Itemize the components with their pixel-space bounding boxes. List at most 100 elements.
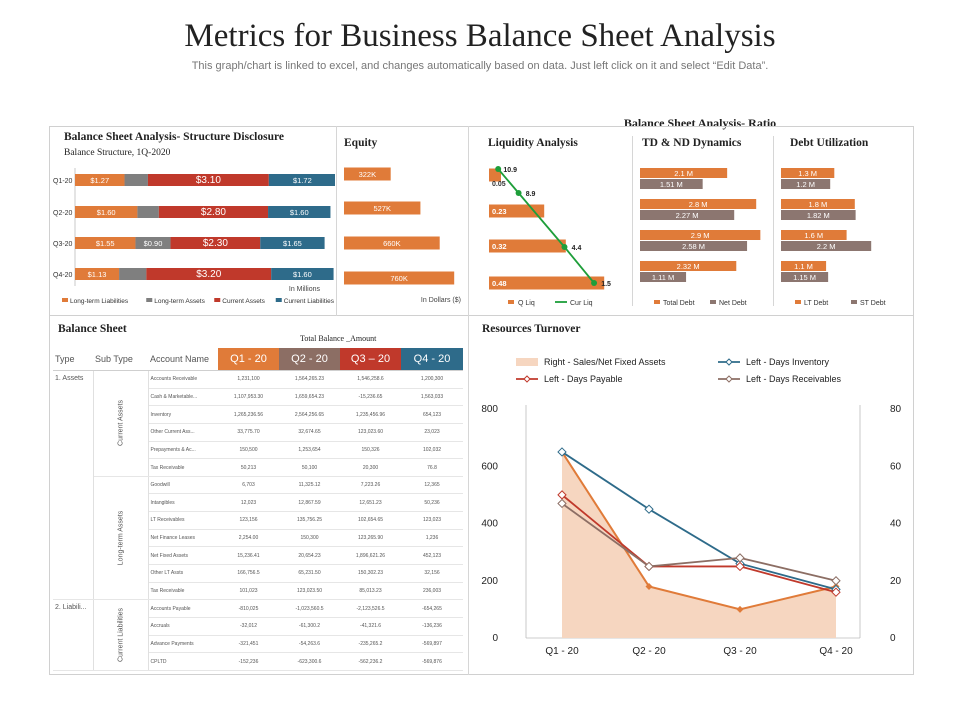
resources-left-tick: 0 — [492, 633, 498, 644]
table-account-cell: Cash & Marketable... — [148, 388, 218, 407]
structure-data-label: $1.60 — [290, 208, 309, 217]
table-account-cell: Accounts Receivable — [148, 370, 218, 389]
table-subtype-label: Long-term Assets — [117, 510, 124, 566]
table-account-cell: Inventory — [148, 405, 218, 424]
table-row: Intangibles 12,023 12,867.59 12,651.23 50,23… — [53, 493, 463, 513]
resources-x-tick: Q4 - 20 — [819, 646, 853, 657]
structure-legend-label: Current Liabilities — [284, 298, 335, 305]
table-value-cell: 1,253,654 — [279, 441, 340, 460]
resources-legend-marker — [725, 375, 733, 383]
debt-util-data-label: 1.15 M — [793, 273, 816, 282]
resources-line-point — [644, 561, 654, 572]
debt-util-bar — [781, 272, 829, 282]
table-account-cell: Other LT Assts — [148, 564, 218, 583]
debt-util-legend-label: ST Debt — [860, 300, 886, 307]
table-value-cell: 123,023 — [401, 511, 463, 530]
structure-bar — [124, 174, 148, 186]
liquidity-line-point — [561, 244, 568, 250]
structure-bar — [268, 174, 335, 186]
debt-util-chart: 1.3 M 1.8 M 1.6 M 1.1 M 1.2 M 1.82 M 2.2 M 1.15… — [781, 168, 886, 307]
liquidity-bar — [489, 239, 566, 253]
td-nd-chart: 2.1 M 2.8 M 2.9 M 2.32 M 1.51 M 2.27 M 2.58 M 1… — [640, 168, 761, 307]
structure-data-label: $1.27 — [90, 176, 109, 185]
debt-util-data-label: 1.82 M — [807, 211, 830, 220]
td-nd-bar — [640, 179, 703, 189]
bottom-panels-frame — [49, 315, 914, 675]
table-account-cell: Tax Receivable — [148, 458, 218, 477]
equity-data-label: 660K — [383, 239, 401, 248]
debt-util-bar — [781, 261, 827, 271]
table-row: 2. Liabili... Current Liabilities Accounts… — [53, 599, 463, 671]
resources-legend-marker — [523, 375, 531, 383]
debt-util-bar — [781, 210, 856, 220]
table-value-cell: 123,023.60 — [340, 423, 401, 442]
divider — [632, 136, 633, 306]
structure-data-label: $0.90 — [144, 239, 163, 248]
resources-legend-label: Left - Days Inventory — [746, 357, 830, 367]
equity-data-label: 322K — [359, 170, 377, 179]
page-subtitle: This graph/chart is linked to excel, and… — [191, 60, 769, 72]
equity-data-label: 760K — [390, 274, 408, 283]
liquidity-line-point — [495, 166, 502, 172]
table-account-cell: Tax Receivable — [148, 582, 218, 601]
balance-sheet-table: Type Sub Type Account Name Q1 - 20 Q2 - 20 Q3… — [53, 348, 463, 671]
structure-legend-swatch — [275, 298, 282, 302]
structure-subtitle: Balance Structure, 1Q-2020 — [64, 148, 171, 158]
td-nd-bar — [640, 261, 737, 271]
table-value-cell: 65,231.50 — [279, 564, 340, 583]
table-account-cell: Prepayments & Ac... — [148, 441, 218, 460]
td-nd-bar — [640, 272, 687, 282]
table-value-cell: 7,223.26 — [340, 476, 401, 495]
structure-data-label: $1.65 — [283, 239, 302, 248]
liquidity-line — [497, 168, 595, 284]
resources-legend-label: Left - Days Receivables — [746, 374, 842, 384]
table-value-cell: 12,023 — [218, 493, 279, 513]
table-row: Prepayments & Ac... 150,500 1,253,654 150,3… — [53, 441, 463, 460]
td-nd-bar — [640, 210, 735, 220]
table-subtype-cell: Current Liabilities — [93, 599, 149, 671]
table-value-cell: 50,236 — [401, 493, 463, 513]
table-value-cell: 76.8 — [401, 458, 463, 477]
liquidity-legend-label: Cur Liq — [570, 300, 593, 307]
liquidity-line-point — [515, 190, 522, 196]
td-nd-bar — [640, 241, 748, 251]
debt-util-data-label: 1.2 M — [796, 180, 815, 189]
table-value-cell: 123,023.50 — [279, 582, 340, 601]
equity-bar — [344, 271, 455, 285]
structure-data-label: $2.30 — [203, 238, 228, 249]
table-row: Cash & Marketable... 1,107,953.30 1,659,65… — [53, 388, 463, 407]
table-value-cell: -321,451 — [218, 635, 279, 654]
resources-area-line — [561, 451, 837, 611]
td-nd-data-label: 2.27 M — [676, 211, 699, 220]
debt-util-data-label: 1.1 M — [794, 262, 813, 271]
debt-util-data-label: 1.8 M — [809, 200, 828, 209]
resources-line-point — [557, 498, 567, 509]
structure-legend-label: Long-term Liabilities — [70, 298, 129, 305]
page-title: Metrics for Business Balance Sheet Analy… — [184, 18, 776, 54]
table-value-cell: 23,023 — [401, 423, 463, 442]
structure-bar — [268, 206, 331, 218]
resources-line-point — [735, 553, 745, 563]
td-nd-legend-swatch — [710, 300, 716, 304]
table-value-cell: 1,546,258.6 — [340, 370, 401, 389]
resources-x-tick: Q3 - 20 — [723, 646, 757, 657]
table-value-cell: 452,123 — [401, 546, 463, 566]
resources-left-tick: 200 — [481, 576, 498, 587]
table-header-cell: Q2 - 20 — [279, 348, 340, 371]
resources-chart: 0 200 400 600 800 0 20 40 60 80 Q1 - 20 Q2 - 20 Q3 -… — [481, 357, 901, 657]
table-type-cell: 1. Assets — [53, 370, 94, 601]
table-row: Net Fixed Assets 15,236.41 20,654.23 1,896,… — [53, 546, 463, 566]
table-value-cell: -569,897 — [401, 635, 463, 654]
table-value-cell: 11,325.12 — [279, 476, 340, 495]
table-value-cell: 32,156 — [401, 564, 463, 583]
table-subtype-label: Current Assets — [117, 400, 124, 447]
table-value-cell: -810,025 — [218, 599, 279, 618]
structure-bar — [146, 268, 272, 280]
structure-chart: Q1-20 $1.27 $3.10 $1.72 Q2-20 $1.60 $2.80 $1.60… — [53, 168, 335, 305]
structure-bar — [135, 237, 171, 249]
resources-line-point — [735, 561, 745, 572]
structure-category-label: Q1-20 — [53, 178, 73, 185]
table-header-cell: Account Name — [148, 348, 218, 371]
resources-legend-label: Right - Sales/Net Fixed Assets — [544, 357, 666, 367]
table-value-cell: -32,012 — [218, 617, 279, 636]
